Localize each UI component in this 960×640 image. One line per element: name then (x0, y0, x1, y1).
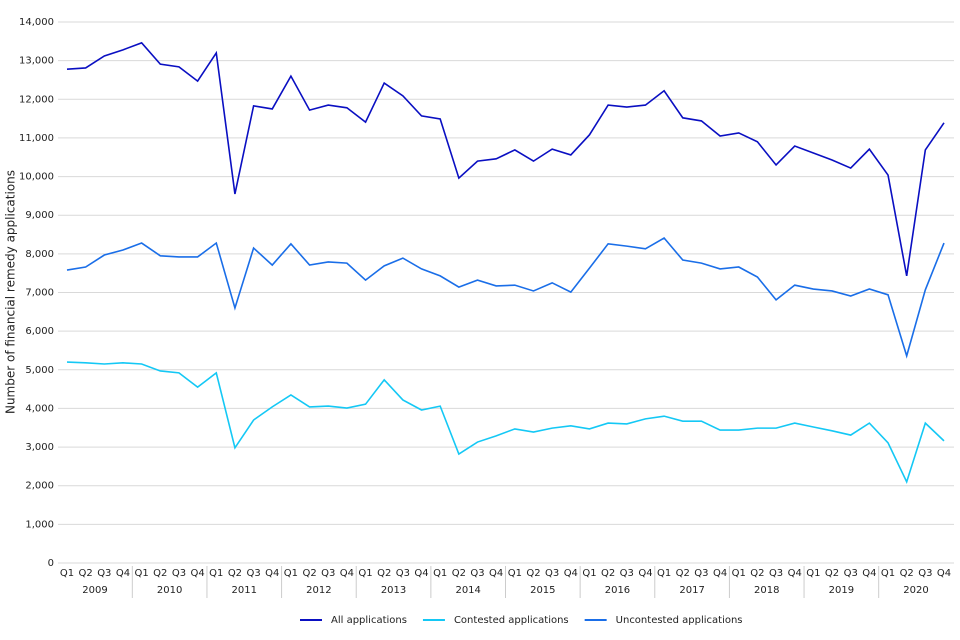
legend-label: Uncontested applications (616, 615, 743, 626)
y-axis-title: Number of financial remedy applications (4, 170, 18, 414)
series-line (66, 41, 945, 277)
x-tick-label: Q4 (862, 568, 876, 579)
x-tick-label: Q4 (564, 568, 578, 579)
x-tick-label: Q1 (508, 568, 522, 579)
y-tick-label: 1,000 (25, 519, 54, 530)
y-tick-label: 2,000 (25, 481, 54, 492)
x-tick-label: Q1 (433, 568, 447, 579)
x-tick-label: Q1 (657, 568, 671, 579)
x-tick-label: Q4 (340, 568, 354, 579)
x-group-label: 2017 (679, 585, 704, 596)
x-tick-label: Q3 (470, 568, 484, 579)
y-tick-label: 12,000 (19, 94, 54, 105)
x-tick-label: Q3 (918, 568, 932, 579)
y-tick-label: 6,000 (25, 326, 54, 337)
x-tick-label: Q4 (937, 568, 951, 579)
series-line (66, 236, 945, 359)
x-tick-label: Q1 (806, 568, 820, 579)
x-tick-label: Q2 (302, 568, 316, 579)
y-tick-label: 13,000 (19, 56, 54, 67)
x-tick-label: Q3 (769, 568, 783, 579)
y-tick-label: 5,000 (25, 365, 54, 376)
x-tick-label: Q2 (750, 568, 764, 579)
x-tick-label: Q4 (190, 568, 204, 579)
y-tick-label: 3,000 (25, 442, 54, 453)
x-group-label: 2020 (903, 585, 928, 596)
x-group-label: 2015 (530, 585, 555, 596)
legend-label: All applications (331, 615, 407, 626)
y-tick-label: 0 (48, 558, 54, 569)
x-tick-label: Q4 (265, 568, 279, 579)
x-tick-label: Q3 (694, 568, 708, 579)
x-tick-label: Q1 (284, 568, 298, 579)
x-tick-label: Q4 (414, 568, 428, 579)
x-tick-label: Q1 (60, 568, 74, 579)
y-tick-label: 9,000 (25, 210, 54, 221)
x-group-label: 2010 (157, 585, 182, 596)
x-tick-label: Q3 (844, 568, 858, 579)
x-tick-label: Q2 (228, 568, 242, 579)
x-tick-label: Q1 (209, 568, 223, 579)
x-tick-label: Q4 (116, 568, 130, 579)
x-tick-label: Q1 (358, 568, 372, 579)
x-group-label: 2013 (381, 585, 406, 596)
x-tick-label: Q2 (79, 568, 93, 579)
x-tick-label: Q2 (452, 568, 466, 579)
y-tick-label: 10,000 (19, 172, 54, 183)
x-tick-label: Q4 (713, 568, 727, 579)
y-tick-label: 7,000 (25, 288, 54, 299)
x-tick-label: Q3 (172, 568, 186, 579)
x-group-label: 2012 (306, 585, 331, 596)
x-tick-label: Q3 (545, 568, 559, 579)
y-tick-label: 14,000 (19, 17, 54, 28)
x-tick-label: Q3 (246, 568, 260, 579)
x-group-label: 2014 (455, 585, 480, 596)
x-tick-label: Q1 (582, 568, 596, 579)
x-tick-label: Q2 (900, 568, 914, 579)
x-group-label: 2016 (605, 585, 630, 596)
x-tick-label: Q1 (732, 568, 746, 579)
x-tick-label: Q2 (526, 568, 540, 579)
x-tick-label: Q4 (788, 568, 802, 579)
x-tick-label: Q2 (377, 568, 391, 579)
y-tick-label: 4,000 (25, 403, 54, 414)
x-tick-label: Q4 (638, 568, 652, 579)
x-group-label: 2011 (232, 585, 257, 596)
x-tick-label: Q3 (396, 568, 410, 579)
x-tick-label: Q2 (153, 568, 167, 579)
x-tick-label: Q3 (321, 568, 335, 579)
x-group-label: 2019 (829, 585, 854, 596)
x-tick-label: Q1 (881, 568, 895, 579)
x-group-label: 2009 (82, 585, 107, 596)
series-line (66, 361, 945, 485)
x-group-label: 2018 (754, 585, 779, 596)
x-tick-label: Q4 (489, 568, 503, 579)
x-tick-label: Q3 (97, 568, 111, 579)
x-tick-label: Q2 (825, 568, 839, 579)
legend-label: Contested applications (454, 615, 569, 626)
x-tick-label: Q1 (135, 568, 149, 579)
y-tick-label: 8,000 (25, 249, 54, 260)
x-tick-label: Q2 (601, 568, 615, 579)
y-tick-label: 11,000 (19, 133, 54, 144)
x-tick-label: Q2 (676, 568, 690, 579)
x-tick-label: Q3 (620, 568, 634, 579)
